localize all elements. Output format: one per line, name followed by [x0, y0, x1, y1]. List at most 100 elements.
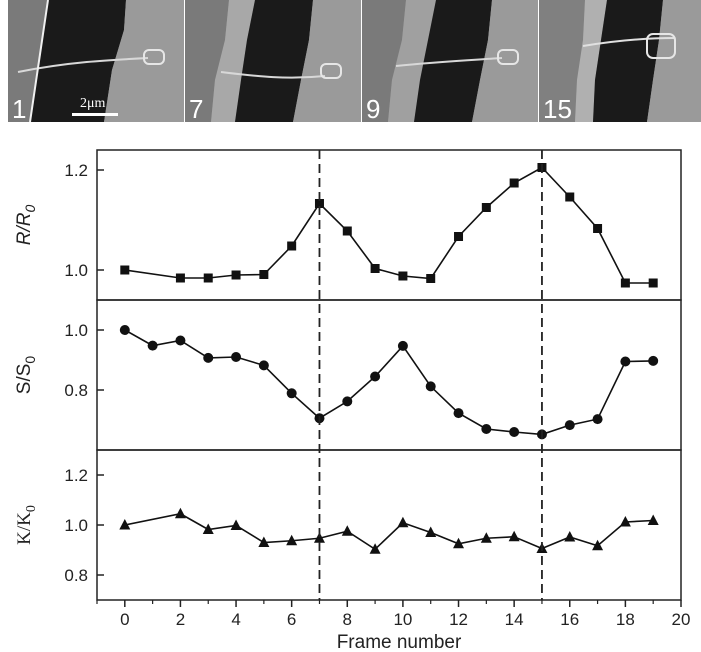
x-tick-label: 20: [672, 610, 691, 629]
data-point: [202, 523, 214, 534]
x-tick-label: 14: [505, 610, 524, 629]
data-point: [593, 224, 603, 233]
y-tick-label: 0.8: [64, 381, 88, 400]
x-tick-label: 12: [449, 610, 468, 629]
x-tick-label: 18: [616, 610, 635, 629]
y-tick-label: 0.8: [64, 566, 88, 585]
chart-panels: 1.0 1.2 R/R0 0.8 1.0 S/S0 0.8 1.0 1.2 K/K0: [14, 149, 682, 601]
data-point: [453, 537, 465, 549]
y-tick-label: 1.0: [64, 516, 88, 535]
scale-bar-label: 2μm: [80, 96, 106, 111]
data-point: [397, 340, 408, 351]
vertical-markers: [318, 150, 543, 600]
micrograph-image: [362, 0, 538, 122]
data-point: [259, 270, 269, 279]
data-point: [203, 273, 213, 283]
data-point: [369, 543, 381, 554]
data-point: [620, 356, 631, 367]
data-point: [453, 408, 464, 419]
data-point: [120, 265, 130, 275]
data-point: [231, 270, 241, 280]
y-tick-label: 1.0: [64, 261, 88, 280]
data-point: [342, 396, 353, 407]
data-point: [508, 530, 520, 542]
panel-frame: [96, 449, 682, 601]
y-tick-label: 1.0: [64, 321, 88, 340]
data-point: [230, 519, 242, 530]
micrograph-strip: 1 2μm 7 9: [8, 0, 701, 122]
data-point: [648, 355, 659, 366]
data-point: [341, 525, 353, 536]
data-point: [509, 178, 519, 188]
data-point: [564, 531, 576, 542]
micrograph-frame-9: 9: [362, 0, 538, 122]
frame-label: 9: [366, 94, 381, 122]
frame-label: 1: [12, 94, 27, 122]
scale-bar: [72, 113, 118, 116]
frame-label: 7: [189, 94, 204, 122]
data-point: [313, 532, 325, 543]
y-tick-label: 1.2: [64, 466, 88, 485]
data-point: [174, 507, 186, 519]
data-point: [287, 241, 297, 251]
data-point: [258, 360, 269, 371]
data-point: [619, 516, 631, 527]
x-tick-label: 0: [120, 610, 129, 629]
series-line: [124, 166, 654, 284]
data-point: [564, 420, 575, 431]
panel-3: 0.8 1.0 1.2 K/K0: [14, 449, 682, 601]
data-point: [648, 278, 658, 288]
data-point: [286, 388, 297, 399]
data-point: [370, 264, 380, 273]
y-axis-label: R/R0: [14, 205, 38, 246]
x-tick-label: 16: [560, 610, 579, 629]
data-point: [425, 526, 437, 537]
frame-ratio-chart: 1.0 1.2 R/R0 0.8 1.0 S/S0 0.8 1.0 1.2 K/K0 0 2 4 6 8 1…: [14, 149, 691, 652]
x-tick-label: 8: [343, 610, 352, 629]
data-point: [481, 424, 492, 434]
data-point: [231, 352, 242, 362]
data-point: [397, 516, 409, 528]
data-point: [175, 335, 186, 346]
data-point: [481, 203, 491, 212]
data-point: [258, 536, 270, 547]
micrograph-image: [539, 0, 701, 122]
x-axis-label: Frame number: [337, 632, 462, 652]
data-point: [592, 414, 603, 425]
micrograph-image: [185, 0, 361, 122]
data-point: [147, 340, 158, 351]
micrograph-frame-15: 15: [539, 0, 701, 122]
x-tick-label: 10: [393, 610, 412, 629]
x-tick-label: 4: [231, 610, 240, 629]
x-tick-label: 6: [287, 610, 296, 629]
data-point: [509, 427, 520, 437]
micrograph-image: [8, 0, 184, 122]
micrograph-frame-1: 1 2μm: [8, 0, 184, 122]
y-tick-label: 1.2: [64, 161, 88, 180]
data-point: [426, 274, 436, 283]
panel-2: 0.8 1.0 S/S0: [14, 299, 682, 451]
frame-label: 15: [543, 94, 572, 122]
micrograph-frame-7: 7: [185, 0, 361, 122]
panel-frame: [96, 299, 682, 451]
data-point: [592, 539, 604, 551]
data-point: [119, 325, 130, 335]
panel-1: 1.0 1.2 R/R0: [14, 149, 682, 301]
data-point: [647, 514, 659, 525]
series-line: [124, 329, 654, 436]
data-point: [119, 519, 131, 530]
data-point: [370, 371, 381, 382]
data-point: [398, 271, 408, 281]
y-axis-label: S/S0: [14, 356, 38, 395]
data-point: [175, 273, 185, 283]
data-point: [203, 352, 214, 363]
x-axis: 0 2 4 6 8 10 12 14 16 18 20: [96, 600, 691, 629]
data-point: [286, 534, 298, 546]
data-point: [480, 532, 492, 543]
x-tick-label: 2: [176, 610, 185, 629]
data-point: [454, 232, 464, 241]
data-point: [314, 199, 324, 208]
data-point: [425, 381, 436, 392]
data-point: [342, 226, 352, 236]
y-axis-label: K/K0: [14, 505, 39, 545]
